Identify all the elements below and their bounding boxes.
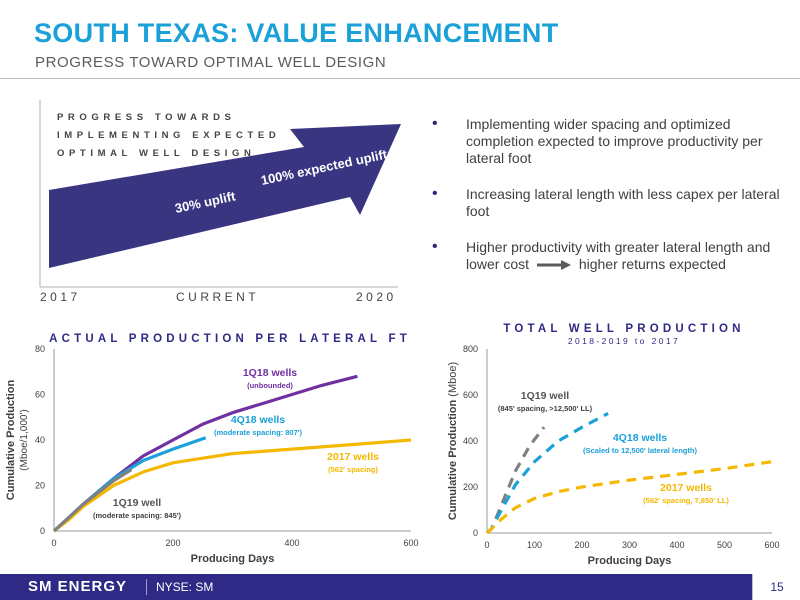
series-label: 1Q19 well [113, 497, 162, 509]
y-tick-label: 80 [35, 344, 45, 354]
progress-axis-start: 2017 [40, 290, 81, 304]
footer-bar: SM ENERGY NYSE: SM [0, 574, 800, 600]
series-line-2 [485, 460, 773, 535]
y-axis-label: Cumulative Production [5, 380, 17, 501]
y-tick-label: 60 [35, 390, 45, 400]
progress-label-line-3: OPTIMAL WELL DESIGN [57, 148, 256, 159]
series-note: (unbounded) [247, 381, 293, 390]
x-axis-label: Producing Days [191, 553, 275, 565]
bullet-dot-icon: • [432, 185, 438, 202]
bullet-dot-icon: • [432, 115, 438, 132]
y-axis-unit-label: (Mboe) [447, 362, 459, 397]
x-tick-label: 600 [764, 540, 779, 550]
series-label: 4Q18 wells [231, 414, 285, 426]
x-tick-label: 400 [669, 540, 684, 550]
x-tick-label: 400 [284, 538, 299, 548]
bullet-list: • Implementing wider spacing and optimiz… [432, 115, 782, 292]
series-note: (moderate spacing: 845') [93, 511, 182, 520]
y-axis-label: Cumulative Production (Mboe) [447, 362, 459, 520]
right-arrow-icon [536, 260, 571, 271]
progress-label-line-2: IMPLEMENTING EXPECTED [57, 130, 281, 141]
progress-label-line-1: PROGRESS TOWARDS [57, 112, 236, 123]
series-note: (Scaled to 12,500' lateral length) [583, 446, 697, 455]
bullet-text: Higher productivity with greater lateral… [466, 239, 771, 272]
header-divider [0, 78, 800, 79]
chart-title: TOTAL WELL PRODUCTION [503, 323, 744, 335]
page-subtitle: PROGRESS TOWARD OPTIMAL WELL DESIGN [35, 54, 387, 71]
series-note: (562' spacing, 7,850' LL) [643, 496, 729, 505]
bullet-item: • Higher productivity with greater later… [432, 238, 782, 273]
y-tick-label: 600 [463, 390, 478, 400]
y-tick-label: 800 [463, 344, 478, 354]
series-line-1 [485, 411, 609, 535]
x-tick-label: 0 [51, 538, 56, 548]
x-tick-label: 300 [622, 540, 637, 550]
x-axis-label: Producing Days [588, 555, 672, 567]
page-number: 15 [770, 580, 784, 594]
bullet-dot-icon: • [432, 238, 438, 255]
chart-subtitle: 2018-2019 to 2017 [568, 336, 680, 346]
progress-axis-end: 2020 [356, 290, 397, 304]
series-label: 2017 wells [660, 482, 712, 494]
bullet-item: • Implementing wider spacing and optimiz… [432, 115, 782, 167]
x-tick-label: 200 [574, 540, 589, 550]
progress-axis-mid: CURRENT [176, 290, 260, 304]
y-tick-label: 20 [35, 481, 45, 491]
series-line-2 [53, 438, 412, 533]
series-line-0 [485, 426, 546, 535]
series-note: (moderate spacing: 807') [214, 428, 303, 437]
series-label: 4Q18 wells [613, 432, 667, 444]
x-tick-label: 0 [484, 540, 489, 550]
bullet-text: Increasing lateral length with less cape… [466, 186, 780, 219]
footer-divider [146, 579, 147, 595]
y-axis-unit-label: (Mboe/1,000') [19, 409, 30, 470]
series-note: (562' spacing) [328, 465, 378, 474]
y-tick-label: 0 [40, 526, 45, 536]
y-tick-label: 200 [463, 482, 478, 492]
series-label: 1Q18 wells [243, 367, 297, 379]
production-charts: ACTUAL PRODUCTION PER LATERAL FT0 200 400 6… [5, 323, 780, 567]
x-tick-label: 200 [165, 538, 180, 548]
page-title: SOUTH TEXAS: VALUE ENHANCEMENT [34, 18, 559, 48]
y-tick-label: 400 [463, 436, 478, 446]
bullet-item: • Increasing lateral length with less ca… [432, 185, 782, 220]
series-line-3 [52, 468, 133, 533]
series-note: (845' spacing, >12,500' LL) [498, 404, 593, 413]
x-tick-label: 500 [717, 540, 732, 550]
y-tick-label: 0 [473, 528, 478, 538]
company-logo: SM ENERGY [28, 578, 128, 595]
series-label: 2017 wells [327, 451, 379, 463]
y-tick-label: 40 [35, 435, 45, 445]
series-line-0 [52, 374, 358, 533]
series-label: 1Q19 well [521, 390, 570, 402]
bullet-text: Implementing wider spacing and optimized… [466, 116, 763, 166]
stock-ticker: NYSE: SM [156, 580, 214, 594]
x-tick-label: 100 [527, 540, 542, 550]
y-axis-label-text: Cumulative Production [447, 397, 459, 520]
page-number-box: 15 [752, 574, 800, 600]
chart-title: ACTUAL PRODUCTION PER LATERAL FT [49, 333, 411, 345]
bullet-tail-text: higher returns expected [578, 256, 726, 272]
x-tick-label: 600 [403, 538, 418, 548]
